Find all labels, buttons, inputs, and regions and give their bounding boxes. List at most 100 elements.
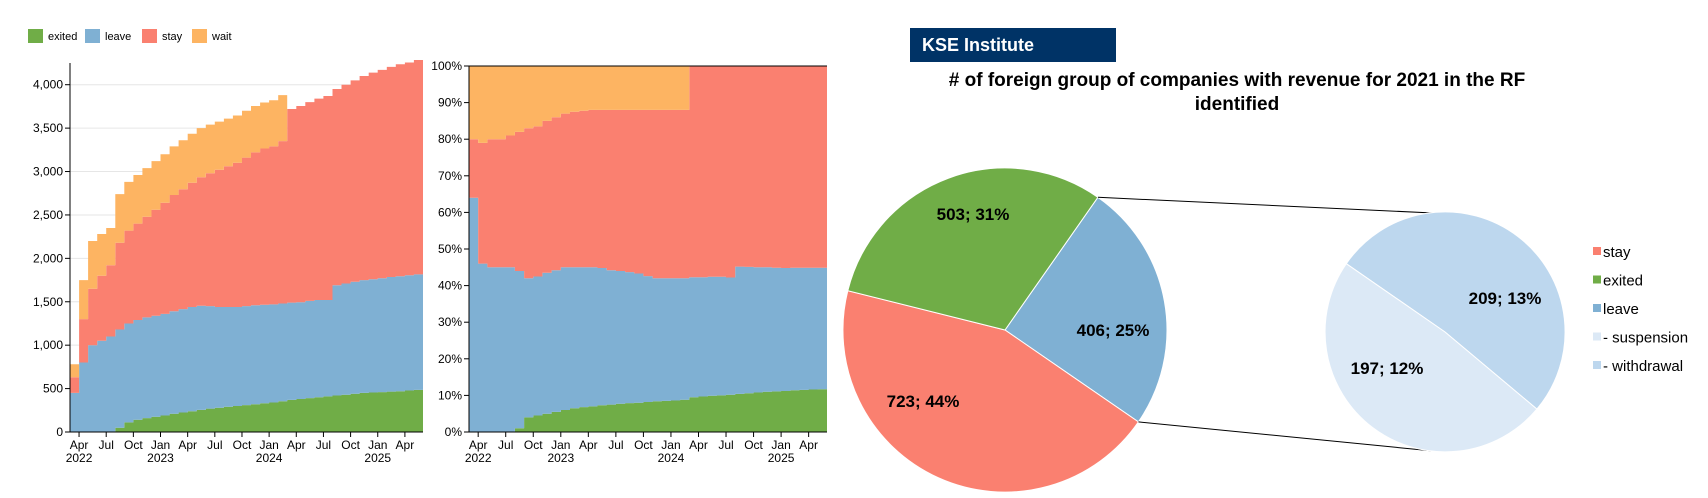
x-tick-month: Oct — [124, 438, 143, 452]
x-tick-year: 2024 — [256, 451, 283, 465]
x-tick-month: Oct — [744, 438, 763, 452]
legend-right-label-stay: stay — [1603, 244, 1631, 261]
x-tick-month: Jul — [718, 438, 733, 452]
x-tick-month: Jan — [259, 438, 278, 452]
y-tick-label: 500 — [43, 382, 63, 396]
legend-swatch-leave — [85, 29, 100, 43]
legend-right-swatch-withdrawal — [1593, 361, 1601, 369]
legend-swatch-exited — [28, 29, 43, 43]
x-tick-month: Apr — [579, 438, 598, 452]
legend-label-stay: stay — [162, 31, 183, 43]
y-tick-label: 90% — [438, 96, 462, 110]
y-tick-label: 80% — [438, 132, 462, 146]
pie-slice-exited — [847, 167, 1099, 331]
area-series-leave — [469, 197, 827, 432]
legend-label-leave: leave — [105, 31, 131, 43]
x-tick-year: 2025 — [364, 451, 391, 465]
legend-right-swatch-stay — [1593, 247, 1601, 255]
x-tick-year: 2024 — [658, 451, 685, 465]
x-tick-year: 2022 — [465, 451, 492, 465]
pie-title-line-2: identified — [1195, 94, 1279, 115]
area-series-stay — [469, 66, 827, 279]
x-tick-month: Jan — [551, 438, 570, 452]
area-series-wait — [469, 66, 827, 143]
y-tick-label: 1,500 — [33, 295, 63, 309]
legend-right-label-withdrawal: - withdrawal — [1603, 358, 1683, 375]
x-tick-month: Oct — [233, 438, 252, 452]
x-tick-month: Apr — [70, 438, 89, 452]
y-tick-label: 10% — [438, 388, 462, 402]
x-tick-month: Jul — [316, 438, 331, 452]
x-tick-year: 2023 — [547, 451, 574, 465]
legend-swatch-wait — [192, 29, 207, 43]
y-tick-label: 1,000 — [33, 338, 63, 352]
y-tick-label: 70% — [438, 169, 462, 183]
y-tick-label: 3,000 — [33, 165, 63, 179]
legend-right-swatch-suspension — [1593, 332, 1601, 341]
legend-swatch-stay — [142, 29, 157, 43]
legend-label-wait: wait — [211, 31, 232, 43]
x-tick-month: Jul — [207, 438, 222, 452]
x-tick-month: Oct — [341, 438, 360, 452]
pie-label-exited: 503; 31% — [937, 205, 1010, 224]
x-tick-month: Jul — [608, 438, 623, 452]
x-tick-month: Apr — [469, 438, 488, 452]
legend-right-swatch-exited — [1593, 275, 1601, 284]
x-tick-month: Apr — [689, 438, 708, 452]
connector-bottom — [1138, 421, 1434, 452]
x-tick-month: Jul — [99, 438, 114, 452]
y-tick-label: 100% — [431, 59, 462, 73]
x-tick-year: 2023 — [147, 451, 174, 465]
legend-right-label-leave: leave — [1603, 301, 1639, 318]
pie-connector-lines — [1097, 196, 1434, 452]
y-tick-label: 0% — [445, 425, 463, 439]
area-series-wait — [70, 58, 423, 378]
x-tick-month: Jan — [368, 438, 387, 452]
sub-pie-chart: 209; 13% 197; 12% — [1324, 211, 1566, 453]
y-tick-label: 50% — [438, 242, 462, 256]
pie-label-suspension: 197; 12% — [1351, 359, 1424, 378]
pie-title-line-1: # of foreign group of companies with rev… — [949, 70, 1525, 91]
y-tick-label: 20% — [438, 352, 462, 366]
stacked-area-chart-percent: 0%10%20%30%40%50%60%70%80%90%100%Apr2022… — [431, 59, 827, 465]
brand-label: KSE Institute — [922, 35, 1034, 55]
x-tick-month: Oct — [634, 438, 653, 452]
x-tick-month: Jul — [498, 438, 513, 452]
y-tick-label: 60% — [438, 205, 462, 219]
pie-label-withdrawal: 209; 13% — [1469, 289, 1542, 308]
y-tick-label: 0 — [56, 425, 63, 439]
legend-right-swatch-leave — [1593, 304, 1601, 312]
stacked-area-chart-count: 0 500 1,000 1,500 2,000 2,500 3,000 3,500 4,000 A… — [33, 58, 423, 465]
x-tick-month: Apr — [178, 438, 197, 452]
pie-label-leave: 406; 25% — [1077, 321, 1150, 340]
y-tick-label: 2,000 — [33, 251, 63, 265]
x-tick-year: 2025 — [768, 451, 795, 465]
brand-background — [910, 28, 1116, 62]
y-tick-label: 30% — [438, 315, 462, 329]
pie-slice-leave — [1004, 196, 1168, 423]
y-tick-label: 2,500 — [33, 208, 63, 222]
x-tick-month: Apr — [396, 438, 415, 452]
y-tick-label: 40% — [438, 279, 462, 293]
x-tick-month: Apr — [287, 438, 306, 452]
x-tick-month: Jan — [661, 438, 680, 452]
legend-right-label-suspension: - suspension — [1603, 330, 1688, 347]
x-tick-year: 2022 — [66, 451, 93, 465]
y-tick-label: 4,000 — [33, 78, 63, 92]
pie-label-stay: 723; 44% — [887, 392, 960, 411]
area-series-leave — [70, 274, 423, 432]
pie-slice-stay — [842, 290, 1140, 493]
pie-slice-withdrawal — [1345, 211, 1566, 410]
area-series-exited — [469, 388, 827, 432]
pie-slice-suspension — [1324, 263, 1538, 453]
legend-right: stay exited leave - suspension - withdrawal — [1593, 244, 1688, 375]
kse-brand-badge: KSE Institute — [910, 28, 1116, 62]
y-tick-label: 3,500 — [33, 121, 63, 135]
x-tick-month: Apr — [799, 438, 818, 452]
x-tick-month: Jan — [771, 438, 790, 452]
main-pie-chart: 406; 25% 723; 44% 503; 31% — [842, 167, 1168, 493]
x-tick-month: Jan — [151, 438, 170, 452]
x-tick-month: Oct — [524, 438, 543, 452]
area-series-stay — [70, 58, 423, 393]
